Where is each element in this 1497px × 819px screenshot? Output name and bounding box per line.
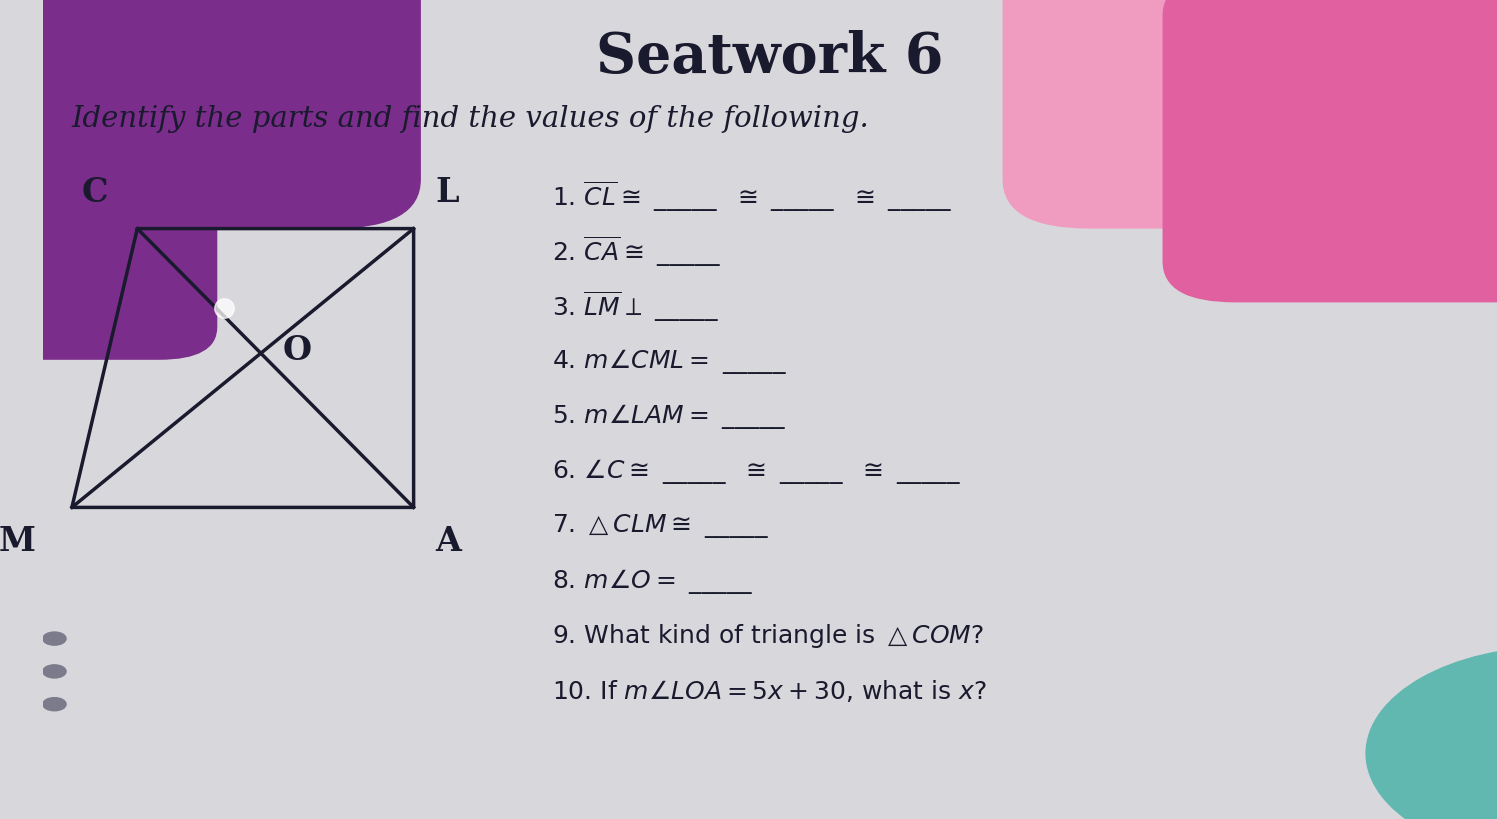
Circle shape	[43, 632, 66, 645]
FancyBboxPatch shape	[0, 33, 217, 360]
Text: Seatwork 6: Seatwork 6	[596, 29, 943, 85]
FancyBboxPatch shape	[0, 0, 421, 229]
Text: 4. $m\angle CML =$ _____: 4. $m\angle CML =$ _____	[552, 346, 787, 376]
Text: 8. $m\angle O =$ _____: 8. $m\angle O =$ _____	[552, 566, 753, 595]
Text: M: M	[0, 524, 36, 557]
Text: 7. $\triangle CLM \cong$ _____: 7. $\triangle CLM \cong$ _____	[552, 512, 769, 540]
Text: 9. What kind of triangle is $\triangle COM$?: 9. What kind of triangle is $\triangle C…	[552, 622, 984, 649]
Circle shape	[1367, 647, 1497, 819]
Text: 2. $\overline{CA} \cong$ _____: 2. $\overline{CA} \cong$ _____	[552, 234, 722, 269]
Text: 10. If $m\angle LOA = 5x + 30$, what is $x$?: 10. If $m\angle LOA = 5x + 30$, what is …	[552, 677, 987, 704]
FancyBboxPatch shape	[1163, 0, 1497, 303]
Text: 5. $m\angle LAM =$ _____: 5. $m\angle LAM =$ _____	[552, 401, 786, 431]
Text: C: C	[82, 176, 108, 209]
Text: O: O	[283, 333, 311, 366]
Text: 1. $\overline{CL} \cong$ _____  $\cong$ _____  $\cong$ _____: 1. $\overline{CL} \cong$ _____ $\cong$ _…	[552, 179, 952, 214]
Text: A: A	[436, 524, 461, 557]
Text: 6. $\angle C \cong$ _____  $\cong$ _____  $\cong$ _____: 6. $\angle C \cong$ _____ $\cong$ _____ …	[552, 456, 961, 486]
Circle shape	[43, 698, 66, 711]
Text: Identify the parts and find the values of the following.: Identify the parts and find the values o…	[72, 105, 870, 133]
Text: L: L	[436, 176, 460, 209]
FancyBboxPatch shape	[1003, 0, 1497, 229]
Circle shape	[43, 665, 66, 678]
Text: 3. $\overline{LM} \perp$ _____: 3. $\overline{LM} \perp$ _____	[552, 289, 719, 324]
